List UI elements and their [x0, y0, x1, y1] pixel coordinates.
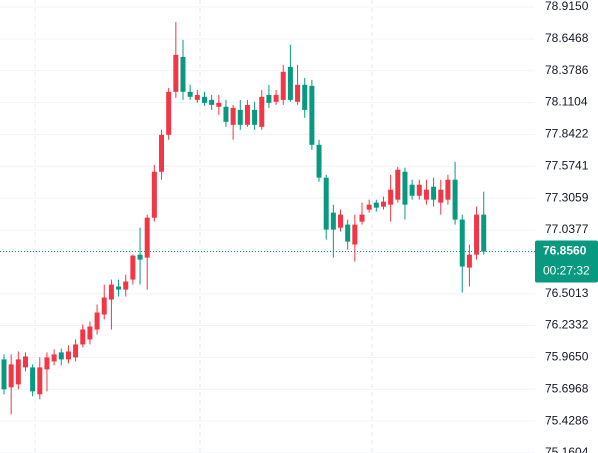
candle-body: [22, 356, 28, 368]
candle-body: [452, 179, 458, 220]
candle-body: [30, 367, 36, 392]
candle-body: [1, 359, 7, 390]
candle-body: [366, 204, 372, 210]
candle-body: [144, 217, 150, 258]
candle-body: [409, 184, 415, 196]
candle-body: [166, 91, 172, 135]
candle-body: [80, 329, 86, 345]
candle-body: [474, 214, 480, 255]
candle-body: [316, 144, 322, 178]
candle-body: [101, 297, 107, 315]
candle-body: [459, 219, 465, 267]
candle-body: [423, 189, 429, 200]
candle-body: [273, 94, 279, 102]
y-tick-label: 78.6468: [545, 31, 589, 45]
candle-body: [244, 104, 250, 125]
candle-body: [359, 214, 365, 222]
y-tick-label: 77.0377: [545, 222, 589, 236]
last-price-box: [535, 240, 598, 283]
last-price-label: 76.8560: [543, 244, 587, 258]
candle-body: [466, 254, 472, 268]
y-tick-label: 75.1604: [545, 445, 589, 453]
y-tick-label: 77.5741: [545, 158, 589, 172]
candle-body: [438, 189, 444, 203]
candle-body: [395, 169, 401, 200]
candle-body: [287, 66, 293, 100]
candle-body: [51, 354, 57, 362]
candle-body: [37, 367, 43, 395]
candle-body: [280, 71, 286, 100]
candle-body: [445, 179, 451, 200]
candle-body: [237, 109, 243, 125]
candle-body: [302, 84, 308, 110]
candle-body: [130, 255, 136, 280]
candle-body: [209, 99, 215, 105]
candle-body: [373, 202, 379, 208]
candle-body: [252, 109, 258, 125]
candle-body: [338, 214, 344, 228]
candle-body: [201, 96, 207, 103]
y-tick-label: 78.3786: [545, 63, 589, 77]
candle-body: [137, 254, 143, 260]
y-tick-label: 76.5013: [545, 286, 589, 300]
vertical-grid: [34, 0, 373, 453]
candle-body: [481, 214, 487, 252]
candle-body: [230, 107, 236, 125]
candle-body: [123, 281, 129, 290]
candle-body: [266, 94, 272, 103]
candle-body: [431, 186, 437, 200]
candle-body: [380, 201, 386, 207]
candle-body: [180, 56, 186, 92]
candle-body: [108, 284, 114, 300]
candle-body: [323, 177, 329, 230]
candle-body: [15, 359, 21, 385]
candle-body: [352, 224, 358, 245]
candle-body: [194, 94, 200, 100]
y-tick-label: 78.9150: [545, 0, 589, 13]
candle-body: [216, 102, 222, 107]
candle-body: [65, 351, 71, 360]
candle-body: [87, 326, 93, 340]
candle-body: [416, 184, 422, 196]
y-tick-label: 77.3059: [545, 190, 589, 204]
y-tick-label: 77.8422: [545, 127, 589, 141]
y-tick-label: 75.9650: [545, 350, 589, 364]
candle-body: [151, 171, 157, 218]
candle-body: [187, 91, 193, 97]
countdown-label: 00:27:32: [543, 264, 590, 278]
candle-body: [44, 357, 50, 370]
candle-body: [309, 85, 315, 145]
candle-body: [345, 224, 351, 242]
candle-body: [94, 312, 100, 330]
candle-body: [388, 189, 394, 205]
candle-body: [58, 352, 64, 360]
candle-body: [223, 106, 229, 122]
candle-body: [173, 54, 179, 92]
candle-body: [159, 134, 165, 172]
y-tick-label: 76.2332: [545, 318, 589, 332]
candle-body: [259, 96, 265, 127]
candle-body: [116, 286, 122, 290]
y-tick-label: 75.4286: [545, 413, 589, 427]
candle-body: [73, 344, 79, 358]
candle-body: [330, 212, 336, 230]
candle-body: [295, 84, 301, 102]
y-tick-label: 78.1104: [545, 95, 588, 109]
candle-body: [402, 171, 408, 205]
candle-body: [8, 364, 14, 388]
y-tick-label: 75.6968: [545, 381, 589, 395]
